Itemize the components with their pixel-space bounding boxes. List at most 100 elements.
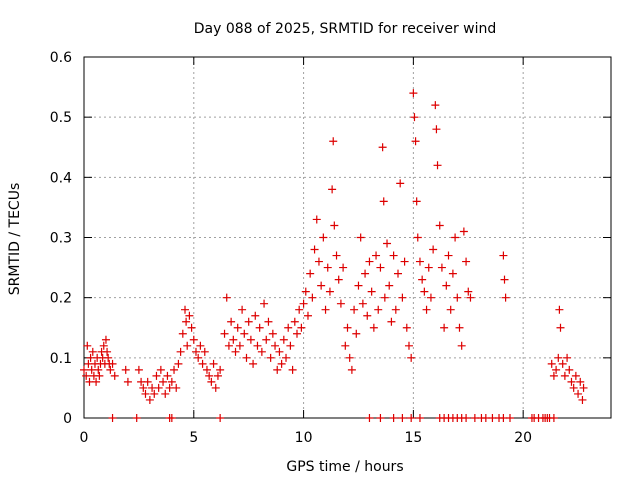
data-point	[332, 251, 341, 260]
data-point	[576, 377, 585, 386]
data-point	[176, 347, 185, 356]
data-point	[415, 257, 424, 266]
data-point	[99, 341, 108, 350]
data-point	[400, 257, 409, 266]
data-point	[389, 251, 398, 260]
data-point	[319, 233, 328, 242]
data-point	[500, 275, 509, 284]
data-point	[350, 305, 359, 314]
data-point	[145, 395, 154, 404]
data-point	[303, 311, 312, 320]
data-points	[80, 89, 588, 422]
data-point	[292, 329, 301, 338]
data-point	[455, 323, 464, 332]
data-point	[191, 347, 200, 356]
data-point	[306, 269, 315, 278]
data-point	[170, 365, 179, 374]
data-point	[321, 305, 330, 314]
data-point	[185, 311, 194, 320]
data-point	[139, 383, 148, 392]
data-point	[435, 221, 444, 230]
data-point	[464, 287, 473, 296]
y-tick-label: 0.4	[50, 170, 72, 186]
data-point	[402, 323, 411, 332]
data-point	[555, 305, 564, 314]
data-point	[501, 293, 510, 302]
data-point	[453, 293, 462, 302]
data-point	[104, 353, 113, 362]
data-point	[83, 341, 92, 350]
data-point	[565, 365, 574, 374]
data-point	[448, 269, 457, 278]
data-point	[404, 341, 413, 350]
data-point	[167, 414, 176, 422]
data-point	[578, 395, 587, 404]
data-point	[431, 101, 440, 110]
data-point	[95, 371, 104, 380]
data-point	[229, 335, 238, 344]
data-point	[246, 335, 255, 344]
data-point	[308, 293, 317, 302]
data-point	[398, 414, 407, 422]
data-point	[329, 137, 338, 146]
data-point	[174, 359, 183, 368]
data-point	[505, 414, 514, 422]
data-point	[152, 371, 161, 380]
data-point	[459, 227, 468, 236]
data-point	[558, 359, 567, 368]
data-point	[556, 323, 565, 332]
data-point	[415, 414, 424, 422]
data-point	[579, 383, 588, 392]
y-tick-label: 0.3	[50, 231, 72, 247]
data-point	[552, 365, 561, 374]
data-point	[361, 269, 370, 278]
data-point	[257, 347, 266, 356]
data-point	[437, 263, 446, 272]
data-point	[356, 233, 365, 242]
data-point	[446, 305, 455, 314]
data-point	[271, 341, 280, 350]
data-point	[457, 341, 466, 350]
data-point	[110, 371, 119, 380]
data-point	[202, 365, 211, 374]
data-point	[299, 299, 308, 308]
data-point	[367, 287, 376, 296]
data-point	[442, 281, 451, 290]
data-point	[418, 275, 427, 284]
data-point	[266, 353, 275, 362]
x-axis-label: GPS time / hours	[286, 459, 403, 475]
data-point	[161, 389, 170, 398]
data-point	[224, 341, 233, 350]
data-point	[262, 335, 271, 344]
data-point	[376, 263, 385, 272]
data-point	[409, 89, 418, 98]
data-point	[183, 341, 192, 350]
data-point	[499, 251, 508, 260]
data-point	[141, 389, 150, 398]
x-tick-label: 5	[189, 430, 198, 446]
data-point	[235, 341, 244, 350]
data-point	[167, 377, 176, 386]
data-point	[547, 359, 556, 368]
data-point	[88, 347, 97, 356]
data-point	[108, 359, 117, 368]
data-point	[282, 353, 291, 362]
data-point	[433, 161, 442, 170]
data-point	[242, 353, 251, 362]
data-point	[227, 317, 236, 326]
data-point	[249, 359, 258, 368]
data-point	[284, 323, 293, 332]
data-point	[288, 365, 297, 374]
data-point	[422, 305, 431, 314]
y-axis-label: SRMTID / TECUs	[7, 183, 23, 296]
data-point	[358, 299, 367, 308]
y-tick-label: 0.2	[50, 291, 72, 307]
data-point	[343, 323, 352, 332]
x-tick-label: 20	[514, 430, 532, 446]
data-point	[82, 371, 91, 380]
data-point	[365, 257, 374, 266]
x-tick-label: 15	[404, 430, 422, 446]
data-point	[563, 353, 572, 362]
data-point	[108, 414, 117, 422]
